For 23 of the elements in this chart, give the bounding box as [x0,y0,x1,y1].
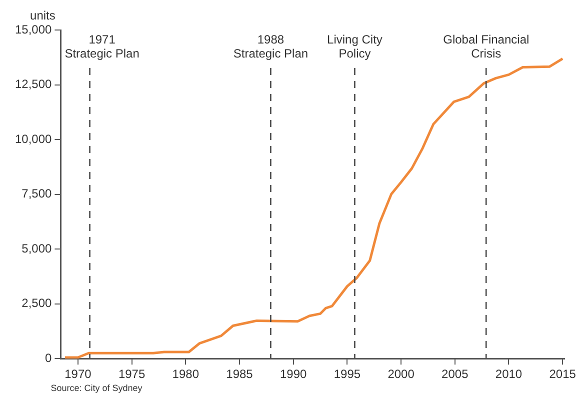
y-tick-label: 12,500 [15,77,52,92]
x-tick-label: 1990 [280,367,308,382]
y-tick-label: 5,000 [22,241,52,256]
y-tick-label: 0 [45,350,52,365]
y-tick-label: 15,000 [15,22,52,36]
x-tick-label: 1975 [118,367,146,382]
y-tick-label: 7,500 [22,186,52,201]
x-tick-label: 1980 [172,367,200,382]
x-tick-label: 2010 [495,367,522,382]
ref-line-label: Global Financial Crisis [443,32,530,60]
ref-line-label: Living City Policy [327,32,382,60]
x-tick-label: 2015 [549,367,576,382]
ref-line-label: 1988 Strategic Plan [233,32,308,60]
x-tick-label: 1985 [226,367,254,382]
y-tick-label: 2,500 [22,296,52,310]
ref-line-label: 1971 Strategic Plan [64,32,140,60]
x-tick-label: 2000 [388,367,415,382]
source-note: Source: City of Sydney [50,382,143,393]
x-tick-label: 1995 [334,367,361,382]
x-tick-label: 2005 [442,367,469,382]
y-axis-title: units [30,8,56,22]
x-tick-label: 1970 [64,367,92,382]
y-tick-label: 10,000 [15,132,52,146]
